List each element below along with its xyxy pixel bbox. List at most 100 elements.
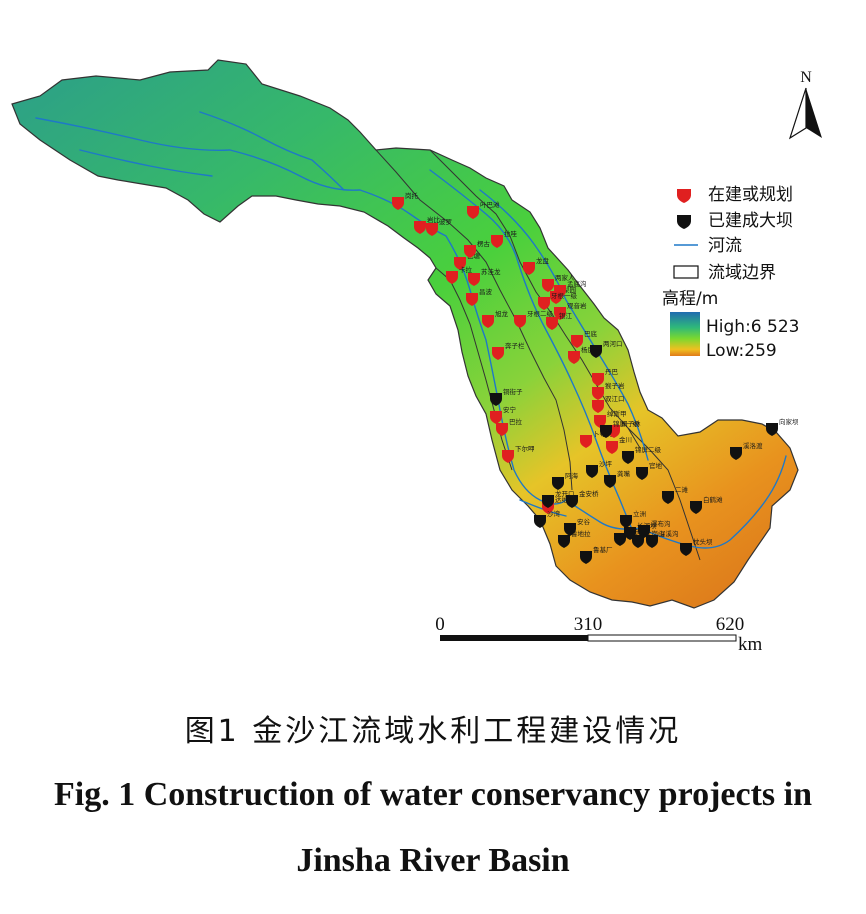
planned-dam-marker: 岗托 — [392, 191, 419, 210]
planned-dam-marker: 牙根二级 — [514, 309, 554, 328]
scale-segment-filled — [440, 635, 588, 641]
legend-elevation-title: 高程/m — [662, 289, 718, 309]
legend-elevation-low: Low:259 — [706, 341, 777, 361]
scale-tick-310: 310 — [574, 614, 603, 635]
built-dam-label: 龙开口 — [555, 489, 575, 498]
built-dam-marker: 白鹤滩 — [690, 495, 723, 514]
north-arrow: N — [788, 69, 822, 140]
built-dam-label: 溪洛渡 — [743, 441, 763, 450]
planned-dam-label: 楞古 — [477, 239, 491, 248]
built-dam-marker: 瀑布沟 — [638, 519, 671, 538]
built-dam-label: 沙湾 — [547, 509, 561, 518]
figure-caption-english-line1: Fig. 1 Construction of water conservancy… — [54, 776, 812, 813]
built-dam-label: 枕头坝 — [693, 537, 713, 546]
built-dam-marker: 乌东德 — [614, 527, 647, 546]
planned-dam-label: 牙根二级 — [527, 309, 554, 318]
built-dam-label: 龚嘴 — [617, 469, 631, 478]
built-dam-label: 深溪沟 — [659, 529, 679, 538]
built-dam-marker: 铜街子 — [490, 387, 523, 406]
built-dam-marker: 两河口 — [590, 340, 623, 358]
legend-elevation-high: High:6 523 — [706, 317, 799, 337]
built-dam-label: 瀑布沟 — [651, 519, 671, 528]
planned-dam-label: 叶巴滩 — [480, 200, 500, 209]
built-dam-label: 立洲 — [633, 509, 646, 518]
built-dam-marker: 鲁基厂 — [580, 545, 613, 564]
planned-dam-marker: 安宁 — [490, 405, 517, 424]
built-dam-marker: 枕头坝 — [680, 537, 713, 556]
legend-planned-marker — [677, 189, 691, 203]
planned-dam-marker: 巴拉 — [496, 417, 523, 436]
planned-dam-label: 奔子栏 — [505, 341, 525, 350]
planned-dam-marker: 下尔呷 — [502, 444, 535, 463]
planned-dam-label: 巴底 — [584, 329, 598, 338]
legend-built-marker — [677, 215, 691, 229]
north-label: N — [800, 69, 812, 86]
built-dam-label: 大岗山 — [645, 529, 665, 538]
planned-dam-label: 岩比 — [427, 215, 441, 224]
planned-dam-label: 巴拉 — [509, 417, 523, 426]
built-dam-marker: 安谷 — [564, 517, 591, 536]
planned-dam-marker: 波罗 — [426, 217, 452, 236]
legend-boundary-label: 流域边界 — [708, 263, 776, 283]
planned-dam-label: 达维 — [555, 495, 569, 504]
built-dam-label: 铜街子 — [503, 387, 523, 396]
legend: 在建或规划 已建成大坝 河流 流域边界 高程/m High:6 523 Low:… — [662, 185, 799, 361]
built-dam-label: 两河口 — [603, 340, 623, 348]
built-dam-marker: 龙开口 — [542, 489, 575, 508]
scale-bar: 0 310 620 km — [435, 614, 762, 655]
built-dam-label: 鲁基厂 — [593, 545, 613, 554]
legend-boundary-box — [673, 265, 699, 279]
built-dam-label: 阿海 — [565, 471, 579, 480]
built-dam-marker: 二滩 — [662, 485, 689, 504]
planned-dam-label: 旭龙 — [495, 309, 509, 318]
built-dam-marker: 官地 — [636, 461, 663, 480]
built-dam-marker: 深溪沟 — [646, 529, 679, 548]
planned-dam-marker: 拉哇 — [491, 229, 518, 248]
basin-shape — [11, 59, 799, 609]
built-dam-marker: 大岗山 — [632, 529, 665, 548]
built-dam-label: 向家坝 — [779, 417, 799, 426]
planned-dam-marker: 龙盘 — [523, 256, 550, 275]
planned-dam-marker: 孟底沟 — [554, 279, 587, 298]
planned-dam-marker: 银江 — [546, 311, 573, 330]
planned-dam-label: 拉哇 — [504, 229, 518, 238]
legend-planned-label: 在建或规划 — [708, 185, 793, 205]
planned-dam-marker: 昌波 — [466, 287, 493, 306]
built-dam-label: 白鹤滩 — [703, 495, 723, 504]
legend-built-label: 已建成大坝 — [708, 211, 793, 231]
built-dam-label: 金安桥 — [579, 489, 599, 498]
planned-dam-marker: 岩比 — [414, 215, 441, 234]
planned-dam-label: 梨园 — [563, 285, 576, 294]
built-dam-marker: 沙湾 — [534, 509, 561, 528]
planned-dam-label: 牙根一级 — [551, 291, 578, 300]
built-dam-marker: 阿海 — [552, 471, 579, 490]
legend-elevation-ramp — [670, 312, 700, 356]
figure-caption-chinese: 图1 金沙江流域水利工程建设情况 — [184, 714, 682, 749]
planned-dam-label: 两家人 — [555, 273, 575, 282]
planned-dam-marker: 观音岩 — [554, 301, 587, 320]
built-dam-label: 二滩 — [675, 485, 689, 494]
planned-dam-label: 昌波 — [479, 287, 493, 296]
built-dam-marker: 溪洛渡 — [730, 441, 763, 460]
built-dam-label: 鲁地拉 — [571, 529, 591, 538]
built-dam-label: 乌东德 — [627, 527, 647, 536]
planned-dam-marker: 奔子栏 — [492, 341, 525, 360]
built-dam-label: 官地 — [649, 461, 663, 470]
planned-dam-marker: 卡拉 — [446, 265, 473, 284]
planned-dam-marker: 叶巴滩 — [467, 200, 500, 219]
planned-dam-label: 下尔呷 — [515, 444, 535, 453]
built-dam-marker: 锦屏二级 — [622, 445, 662, 464]
planned-dam-label: 桐子林 — [621, 419, 641, 428]
planned-dam-label: 猴子岩 — [605, 381, 625, 390]
planned-dam-marker: 旭龙 — [482, 309, 509, 328]
built-dam-marker: 金安桥 — [566, 489, 599, 508]
planned-dam-label: 丹巴 — [605, 368, 619, 376]
built-dam-label: 安谷 — [577, 517, 591, 526]
planned-dam-marker: 金川 — [606, 435, 632, 454]
built-dam-marker: 立洲 — [620, 509, 646, 528]
planned-dam-marker: 两家人 — [542, 273, 575, 292]
planned-dam-label: 波罗 — [439, 217, 452, 226]
scale-tick-620: 620 — [716, 614, 745, 635]
